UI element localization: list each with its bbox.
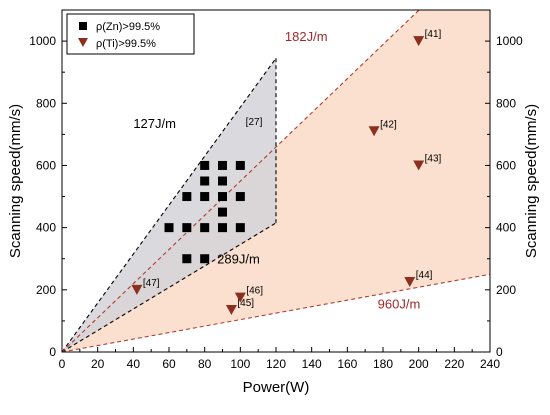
ti-series: [41] [42] [43] [44] [45][46] [47] bbox=[131, 29, 442, 316]
y-tick-label-left-800: 800 bbox=[36, 96, 56, 110]
x-tick-label-160: 160 bbox=[337, 357, 357, 371]
x-tick-label-0: 0 bbox=[59, 357, 66, 371]
zn-point-4 bbox=[235, 223, 245, 233]
x-tick-label-220: 220 bbox=[444, 357, 464, 371]
zn-point-11 bbox=[218, 176, 227, 186]
zn-point-1 bbox=[182, 223, 192, 233]
ti-point-label-1: [42] bbox=[380, 119, 397, 130]
legend-zn-label: ρ(Zn)>99.5% bbox=[96, 21, 160, 33]
x-tick-label-140: 140 bbox=[302, 357, 322, 371]
x-tick-label-80: 80 bbox=[198, 357, 212, 371]
ti-point-label-0: [41] bbox=[425, 29, 442, 40]
y-tick-label-right-1000: 1000 bbox=[496, 34, 523, 48]
label-960-j-per-m: 960J/m bbox=[378, 296, 421, 311]
label-289-j-per-m: 289J/m bbox=[217, 251, 260, 266]
zn-point-14 bbox=[235, 160, 245, 170]
zn-point-15 bbox=[182, 254, 192, 264]
dashed-line-127 bbox=[61, 57, 277, 353]
legend: ρ(Zn)>99.5% ρ(Ti)>99.5% bbox=[66, 13, 195, 55]
x-axis-ticks: 0 20 40 60 80 100 120 140 160 180 200 220 240 bbox=[59, 347, 500, 371]
zn-point-2 bbox=[200, 223, 210, 233]
ti-point-label-2: [43] bbox=[425, 153, 442, 164]
y-axis-title-right: Scanning speed(mm/s) bbox=[523, 104, 540, 258]
ti-point-label-4: [45] bbox=[237, 298, 254, 309]
reference-label-27: [27] bbox=[246, 117, 263, 128]
zn-point-6 bbox=[200, 192, 210, 202]
y-axis-title: Scanning speed(mm/s) bbox=[7, 104, 24, 258]
legend-ti-label: ρ(Ti)>99.5% bbox=[96, 38, 156, 50]
energy-density-lines bbox=[61, 9, 491, 353]
y-tick-label-right-600: 600 bbox=[496, 158, 516, 172]
y-tick-label-right-800: 800 bbox=[496, 96, 516, 110]
ti-point-0 bbox=[413, 36, 425, 47]
ti-point-5 bbox=[234, 292, 246, 303]
zn-series bbox=[164, 160, 245, 264]
zn-point-10 bbox=[200, 176, 210, 186]
gray-region-127-289 bbox=[62, 58, 276, 352]
ti-point-1 bbox=[368, 126, 380, 137]
ti-point-label-3: [44] bbox=[416, 270, 433, 281]
zn-point-3 bbox=[218, 223, 227, 233]
y-tick-label-right-0: 0 bbox=[496, 345, 503, 359]
x-tick-label-240: 240 bbox=[480, 357, 500, 371]
zn-point-8 bbox=[235, 192, 245, 202]
zn-point-7 bbox=[218, 192, 227, 202]
ti-point-6 bbox=[131, 284, 143, 295]
y-tick-label-right-200: 200 bbox=[496, 283, 516, 297]
x-tick-label-180: 180 bbox=[373, 357, 393, 371]
legend-square-icon bbox=[79, 22, 87, 30]
ti-point-4 bbox=[225, 305, 237, 316]
y-axis-ticks: 0 0 200 200 400 400 600 600 800 800 1000 1000 bbox=[29, 34, 523, 359]
y-tick-label-left-400: 400 bbox=[36, 221, 56, 235]
legend-triangle-icon bbox=[78, 38, 88, 47]
zn-point-0 bbox=[164, 223, 174, 233]
y-tick-label-right-400: 400 bbox=[496, 221, 516, 235]
y-tick-label-left-1000: 1000 bbox=[29, 34, 56, 48]
legend-box bbox=[66, 13, 195, 55]
y-tick-label-left-200: 200 bbox=[36, 283, 56, 297]
ti-point-2 bbox=[413, 160, 425, 171]
dashed-line-182 bbox=[61, 9, 420, 353]
x-tick-label-200: 200 bbox=[409, 357, 429, 371]
x-tick-label-20: 20 bbox=[91, 357, 105, 371]
x-axis-title: Power(W) bbox=[243, 379, 310, 396]
ti-point-label-6: [47] bbox=[143, 278, 160, 289]
zn-point-9 bbox=[218, 207, 227, 217]
zn-point-13 bbox=[218, 160, 227, 170]
zn-point-12 bbox=[200, 160, 210, 170]
y-tick-label-left-0: 0 bbox=[49, 345, 56, 359]
label-182-j-per-m: 182J/m bbox=[285, 29, 328, 44]
label-127-j-per-m: 127J/m bbox=[133, 116, 176, 131]
zn-point-5 bbox=[182, 192, 192, 202]
x-tick-label-120: 120 bbox=[266, 357, 286, 371]
x-tick-label-60: 60 bbox=[162, 357, 176, 371]
x-tick-label-100: 100 bbox=[230, 357, 250, 371]
zn-point-16 bbox=[200, 254, 210, 264]
ti-point-3 bbox=[404, 277, 416, 288]
y-tick-label-left-600: 600 bbox=[36, 158, 56, 172]
x-tick-label-40: 40 bbox=[127, 357, 141, 371]
dashed-line-960 bbox=[61, 273, 491, 353]
ti-point-label-5: [46] bbox=[246, 286, 263, 297]
